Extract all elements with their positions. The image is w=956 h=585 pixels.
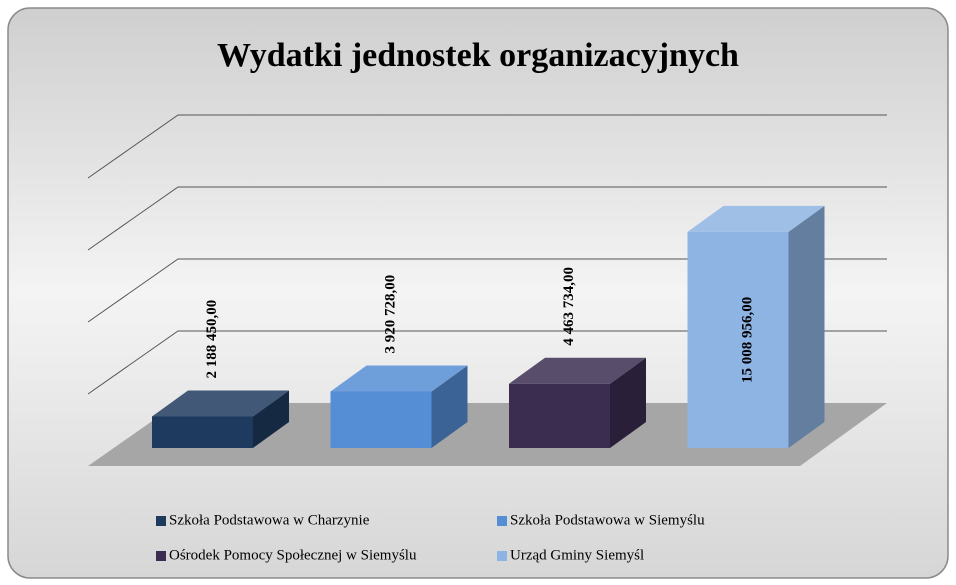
legend-label: Ośrodek Pomocy Społecznej w Siemyślu xyxy=(169,547,417,563)
value-label: 15 008 956,00 xyxy=(739,297,755,383)
value-label: 3 920 728,00 xyxy=(382,275,398,354)
bar-side xyxy=(431,365,468,448)
bar xyxy=(509,357,646,448)
value-label: 2 188 450,00 xyxy=(204,300,220,379)
legend-swatch xyxy=(497,551,507,561)
grid-line xyxy=(87,258,887,323)
bar xyxy=(687,205,825,448)
grid-line xyxy=(87,186,887,251)
bar-top xyxy=(687,205,825,232)
bar-side xyxy=(253,390,289,448)
legend-label: Urząd Gminy Siemyśl xyxy=(510,547,644,563)
grid-line xyxy=(87,330,887,395)
bar-side xyxy=(788,205,825,448)
bar xyxy=(330,365,468,448)
grid-line xyxy=(87,114,887,179)
legend-swatch xyxy=(497,516,507,526)
value-label: 4 463 734,00 xyxy=(561,267,577,346)
legend-label: Szkoła Podstawowa w Siemyślu xyxy=(510,512,705,528)
bar-front xyxy=(509,383,610,448)
legend-label: Szkoła Podstawowa w Charzynie xyxy=(169,512,370,528)
legend-swatch xyxy=(156,551,166,561)
bar-top xyxy=(509,357,646,384)
bar-front xyxy=(330,391,432,448)
bar-front xyxy=(152,416,253,448)
bar-top xyxy=(152,390,289,417)
legend-swatch xyxy=(156,516,166,526)
bar-top xyxy=(330,365,468,392)
bar-front xyxy=(687,231,789,448)
bar xyxy=(152,390,289,448)
chart-title: Wydatki jednostek organizacyjnych xyxy=(217,37,739,74)
bar-side xyxy=(610,357,646,448)
